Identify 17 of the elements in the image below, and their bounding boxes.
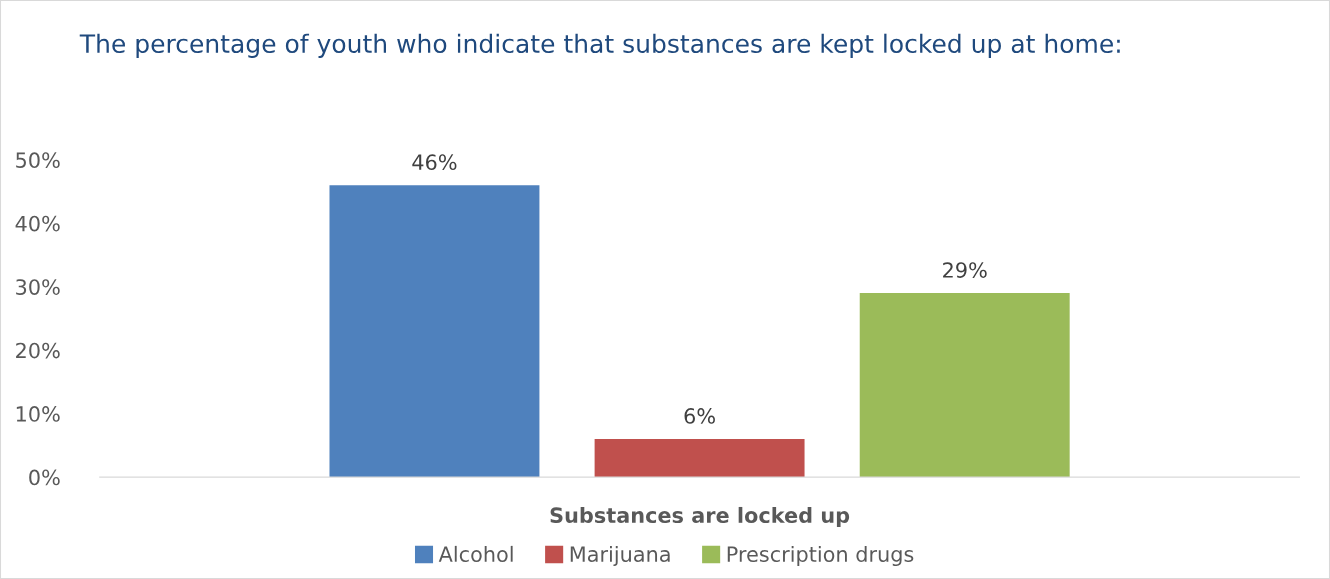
text: 29% <box>943 262 987 278</box>
bar <box>859 293 1070 478</box>
y-tick-label: 10% <box>16 406 60 422</box>
y-tick-label: 0% <box>29 469 60 486</box>
legend-label: Prescription drugs <box>727 545 914 567</box>
text: 46% <box>412 154 457 171</box>
legend-label: Marijuana <box>570 545 670 567</box>
bar <box>594 439 805 478</box>
chart-title: The percentage of youth who indicate that substances are kept locked up at home: <box>79 33 1120 58</box>
y-tick-label: 30% <box>16 279 60 295</box>
y-tick-label: 20% <box>16 342 60 359</box>
bar <box>329 185 540 478</box>
text: 6% <box>684 408 715 424</box>
y-tick-label: 50% <box>16 152 60 169</box>
y-tick-label: 40% <box>15 215 60 232</box>
x-axis-title: Substances are locked up <box>550 506 850 528</box>
legend-label: Alcohol <box>438 545 513 562</box>
